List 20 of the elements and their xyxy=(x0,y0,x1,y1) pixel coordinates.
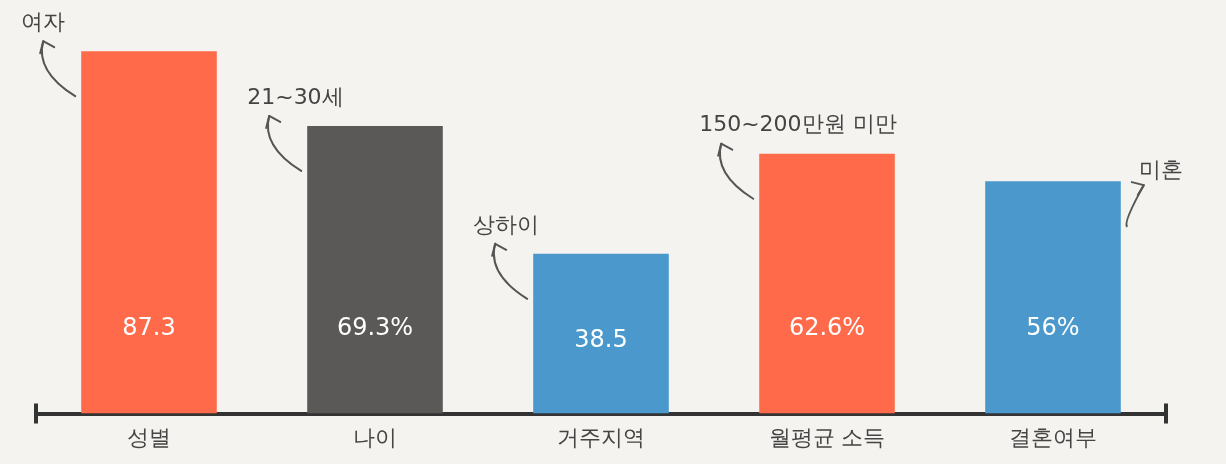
bar xyxy=(985,181,1121,414)
annotation: 미혼 xyxy=(1138,156,1183,182)
annotation: 21~30세 xyxy=(247,83,344,109)
data-label: 62.6% xyxy=(788,312,866,341)
x-tick-label: 결혼여부 xyxy=(1009,424,1097,450)
annotation: 상하이 xyxy=(473,211,540,237)
bar xyxy=(759,153,895,414)
x-tick-label: 성별 xyxy=(127,424,171,450)
text: 여자 xyxy=(21,8,66,34)
data-label: 87.3 xyxy=(122,312,176,341)
bar xyxy=(81,51,217,414)
data-label: 69.3% xyxy=(336,312,414,341)
bar xyxy=(533,253,669,414)
bar xyxy=(307,125,443,414)
x-tick-label: 거주지역 xyxy=(557,424,645,450)
data-label: 56% xyxy=(1026,312,1080,341)
annotation: 150~200만원 미만 xyxy=(699,111,897,137)
x-tick-label: 월평균 소득 xyxy=(768,424,886,450)
data-label: 38.5 xyxy=(574,324,628,353)
x-tick-label: 나이 xyxy=(353,424,397,450)
